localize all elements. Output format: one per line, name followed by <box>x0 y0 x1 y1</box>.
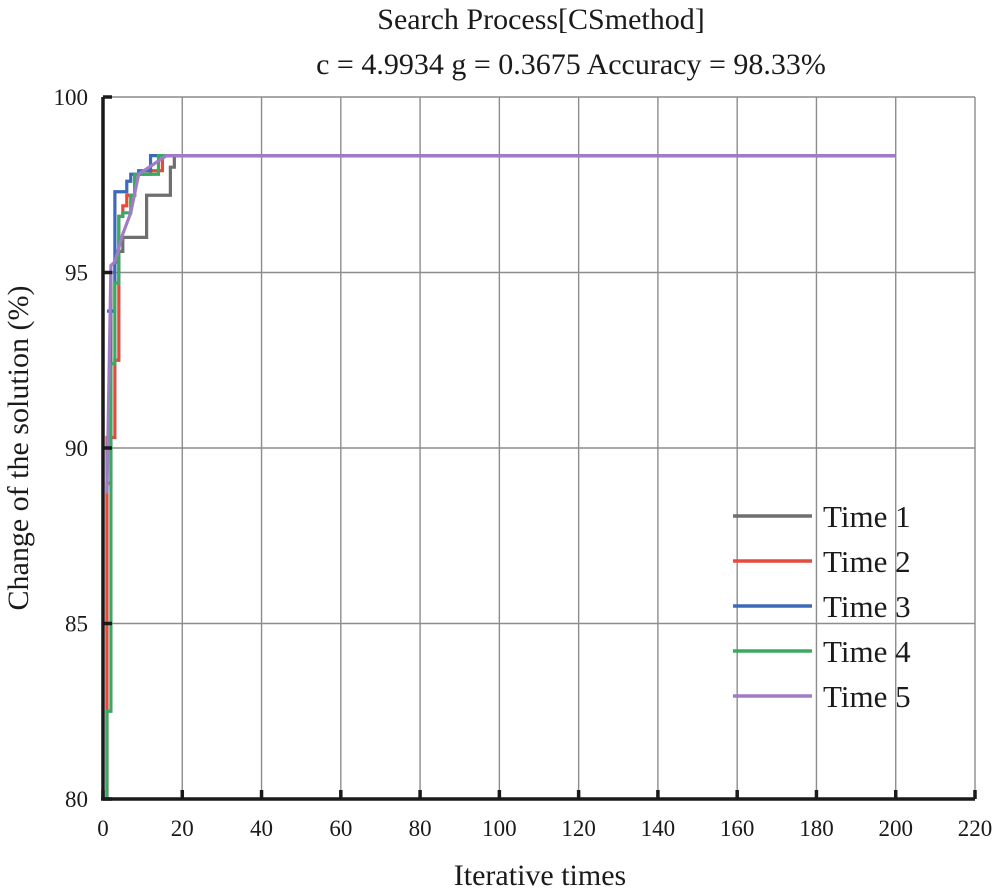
series-line-time-5 <box>105 154 896 494</box>
x-tick-label: 80 <box>409 816 432 841</box>
y-tick-labels: 80 85 90 95 100 <box>54 85 89 812</box>
legend: Time 1 Time 2 Time 3 Time 4 Time 5 <box>733 499 911 714</box>
axes <box>101 95 977 801</box>
x-tick-label: 140 <box>641 816 676 841</box>
y-tick-label: 90 <box>65 436 88 461</box>
x-tick-label: 100 <box>482 816 517 841</box>
x-tick-labels: 0 20 40 60 80 100 120 140 160 180 200 220 <box>97 816 992 841</box>
x-tick-label: 60 <box>329 816 352 841</box>
grid <box>103 96 976 799</box>
legend-label: Time 1 <box>823 499 911 534</box>
legend-label: Time 2 <box>823 544 911 579</box>
x-tick-label: 20 <box>171 816 194 841</box>
y-tick-label: 95 <box>65 261 88 286</box>
y-tick-label: 85 <box>65 612 88 637</box>
series-line-time-3 <box>106 154 896 313</box>
legend-item-time-4: Time 4 <box>733 634 911 669</box>
legend-item-time-5: Time 5 <box>733 679 911 714</box>
x-tick-label: 220 <box>958 816 993 841</box>
legend-item-time-2: Time 2 <box>733 544 911 579</box>
chart-title: Search Process[CSmethod] <box>377 3 704 36</box>
series-line-time-4 <box>105 154 896 799</box>
x-tick-label: 0 <box>97 816 109 841</box>
series-lines <box>105 154 896 799</box>
y-axis-label: Change of the solution (%) <box>2 286 35 611</box>
y-tick-label: 100 <box>54 85 89 110</box>
y-tick-label: 80 <box>65 787 88 812</box>
x-tick-label: 200 <box>878 816 913 841</box>
series-line-time-2 <box>105 154 896 799</box>
legend-item-time-3: Time 3 <box>733 589 911 624</box>
x-tick-label: 180 <box>799 816 834 841</box>
series-line-time-1 <box>105 154 896 799</box>
legend-label: Time 5 <box>823 679 911 714</box>
legend-label: Time 3 <box>823 589 911 624</box>
legend-item-time-1: Time 1 <box>733 499 911 534</box>
legend-label: Time 4 <box>823 634 911 669</box>
x-tick-label: 40 <box>250 816 273 841</box>
x-tick-label: 120 <box>561 816 596 841</box>
x-axis-label: Iterative times <box>454 859 626 892</box>
x-tick-label: 160 <box>720 816 755 841</box>
chart-subtitle: c = 4.9934 g = 0.3675 Accuracy = 98.33% <box>316 48 826 81</box>
